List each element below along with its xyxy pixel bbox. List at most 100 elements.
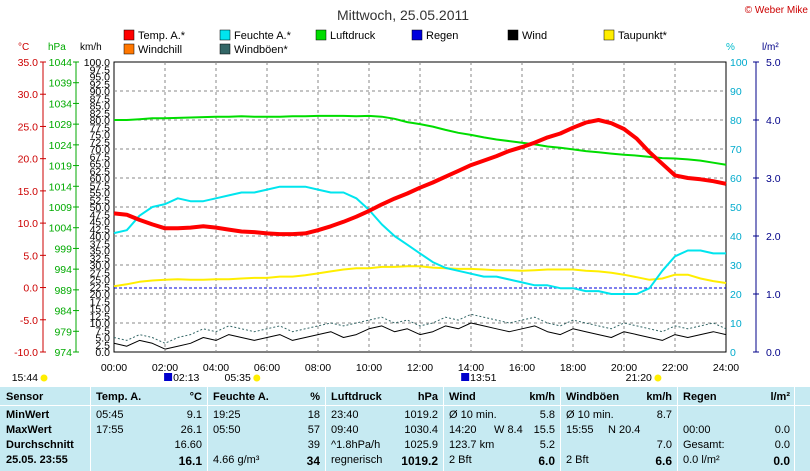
header-gusts-unit: km/h: [646, 391, 672, 403]
x-tick-label: 12:00: [407, 362, 433, 374]
event-icon: [40, 374, 48, 382]
table-cell: 09:40: [331, 424, 359, 436]
table-cell: Ø 10 min.: [566, 409, 614, 421]
hpa-tick-label: 1014: [49, 181, 73, 193]
kmh-tick-label: 90.0: [90, 86, 111, 98]
kmh-tick-label: 30.0: [90, 260, 111, 272]
percent-tick-label: 10: [730, 318, 742, 330]
legend-swatch: [123, 29, 135, 41]
chart-title: Mittwoch, 25.05.2011: [337, 7, 469, 23]
hpa-tick-label: 979: [54, 326, 72, 338]
event-icon: [164, 373, 173, 381]
header-gusts: Windböen: [566, 391, 620, 403]
row-label: MaxWert: [6, 424, 52, 436]
legend-label: Taupunkt*: [618, 30, 668, 42]
table-cell: 17:55: [96, 424, 124, 436]
kmh-tick-label: 100.0: [84, 57, 110, 69]
kmh-tick-label: 50.0: [90, 202, 111, 214]
hpa-tick-label: 1024: [49, 140, 73, 152]
temp-tick-label: 5.0: [23, 250, 38, 262]
table-cell: 5.8: [539, 409, 555, 421]
hpa-tick-label: 1009: [49, 202, 73, 214]
table-cell: 05:45: [96, 409, 124, 421]
table-cell: 15:55: [566, 424, 594, 436]
series-humidity: [113, 185, 726, 295]
event-time: 13:51: [470, 372, 496, 384]
table-cell: ^1.8hPa/h: [331, 439, 381, 451]
legend-swatch: [507, 29, 519, 41]
table-cell: W 8.4: [494, 424, 523, 436]
temp-tick-label: 30.0: [18, 89, 39, 101]
header-pressure: Luftdruck: [331, 391, 382, 403]
kmh-tick-label: 72.5: [90, 137, 111, 149]
legend-swatch: [219, 43, 231, 55]
kmh-tick-label: 40.0: [90, 231, 111, 243]
x-tick-label: 04:00: [203, 362, 229, 374]
hpa-tick-label: 1039: [49, 78, 73, 90]
x-tick-label: 06:00: [254, 362, 280, 374]
kmh-tick-label: 5.0: [95, 333, 110, 345]
temp-tick-label: 20.0: [18, 154, 39, 166]
x-tick-label: 18:00: [560, 362, 586, 374]
table-cell: 1030.4: [404, 424, 438, 436]
hpa-tick-label: 1034: [49, 98, 73, 110]
legend-label: Wind: [522, 30, 547, 42]
series-lines: [113, 114, 727, 350]
x-tick-label: 02:00: [152, 362, 178, 374]
legend-label: Feuchte A.*: [234, 30, 292, 42]
rain-tick-label: 4.0: [766, 115, 781, 127]
event-time: 02:13: [173, 372, 199, 384]
rain-tick-label: 1.0: [766, 289, 781, 301]
table-cell: 1025.9: [404, 439, 438, 451]
header-pressure-unit: hPa: [417, 391, 438, 403]
percent-tick-label: 50: [730, 202, 742, 214]
table-cell: 2 Bft: [449, 454, 472, 466]
table-cell: N 20.4: [608, 424, 641, 436]
kmh-tick-label: 87.5: [90, 93, 111, 105]
x-tick-label: 08:00: [305, 362, 331, 374]
table-cell: 8.7: [656, 409, 672, 421]
legend-swatch: [603, 29, 615, 41]
kmh-tick-label: 67.5: [90, 151, 111, 163]
table-cell: 16.60: [174, 439, 202, 451]
kmh-tick-label: 12.5: [90, 311, 111, 323]
header-rain: Regen: [683, 391, 717, 403]
table-cell: Gesamt:: [683, 439, 725, 451]
table-cell: 14:20: [449, 424, 477, 436]
legend-label: Regen: [426, 30, 458, 42]
kmh-tick-label: 57.5: [90, 180, 111, 192]
temp-tick-label: 25.0: [18, 121, 39, 133]
x-tick-label: 16:00: [509, 362, 535, 374]
temp-tick-label: 15.0: [18, 186, 39, 198]
table-cell: 0.0: [774, 439, 790, 451]
kmh-tick-label: 75.0: [90, 130, 111, 142]
percent-tick-label: 90: [730, 86, 742, 98]
table-cell: 57: [307, 424, 320, 436]
table-cell: 6.0: [538, 454, 555, 468]
percent-tick-label: 100: [730, 57, 748, 69]
kmh-tick-label: 15.0: [90, 304, 111, 316]
temp-tick-label: 0.0: [23, 283, 38, 295]
temp-tick-label: 10.0: [18, 218, 39, 230]
header-wind-unit: km/h: [529, 391, 555, 403]
kmh-tick-label: 17.5: [90, 296, 111, 308]
legend-label: Temp. A.*: [138, 30, 186, 42]
row-label: 25.05. 23:55: [6, 454, 68, 466]
series-gusts: [113, 313, 727, 344]
hpa-tick-label: 1029: [49, 119, 73, 131]
table-cell: 6.6: [655, 454, 672, 468]
row-label: MinWert: [6, 409, 50, 421]
kmh-tick-label: 0.0: [95, 347, 110, 359]
percent-tick-label: 60: [730, 173, 742, 185]
hpa-tick-label: 1004: [49, 223, 73, 235]
unit-celsius: °C: [18, 42, 29, 53]
table-cell: 05:50: [213, 424, 241, 436]
temp-tick-label: -10.0: [14, 347, 38, 359]
table-cell: 34: [306, 454, 320, 468]
weather-chart: Mittwoch, 25.05.2011 © Weber Mike Temp. …: [12, 5, 809, 384]
kmh-tick-label: 37.5: [90, 238, 111, 250]
percent-tick-label: 30: [730, 260, 742, 272]
rain-tick-label: 5.0: [766, 57, 781, 69]
legend: Temp. A.* Feuchte A.* Luftdruck Regen Wind Ta…: [123, 29, 668, 56]
legend-label: Windchill: [138, 44, 182, 56]
